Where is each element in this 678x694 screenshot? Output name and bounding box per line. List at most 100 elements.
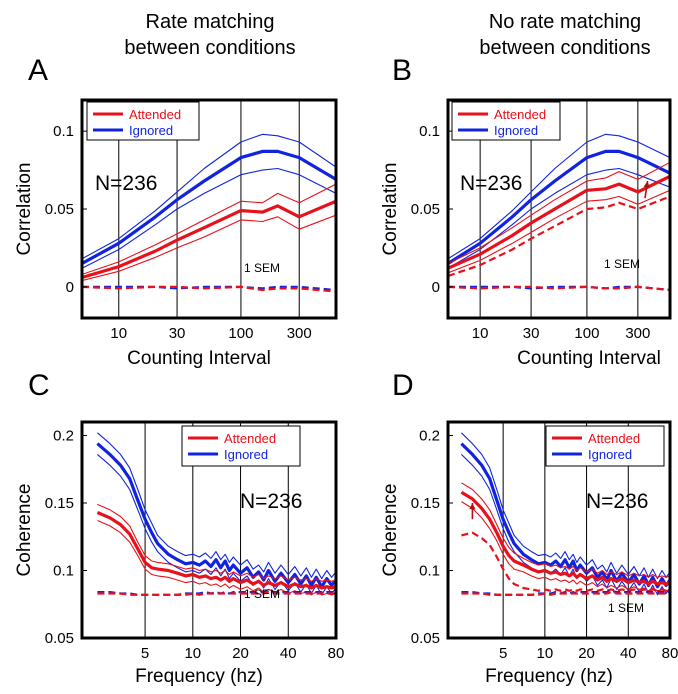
series-line-ignored-thin xyxy=(461,432,670,580)
panel-c: 0.05 0.1 0.15 0.2 5 10 20 40 80 Coherence Frequenc… xyxy=(14,369,344,687)
y-axis-label: Coherence xyxy=(380,484,401,577)
x-tick-label: 80 xyxy=(662,645,678,662)
n-annotation: N=236 xyxy=(95,172,157,195)
x-tick-label: 300 xyxy=(287,325,312,342)
panel-b: 0 0.05 0.1 10 30 100 300 Correlation Counting In… xyxy=(380,54,672,369)
series-line-attended-dashed xyxy=(97,591,336,596)
y-tick-label: 0.1 xyxy=(419,563,440,580)
x-tick-label: 5 xyxy=(141,645,149,662)
x-tick-label: 20 xyxy=(578,645,595,662)
y-tick-label: 0.05 xyxy=(411,201,440,218)
series-line-ignored xyxy=(82,149,336,265)
series-line-attended-thin xyxy=(448,161,670,264)
series-line-ignored xyxy=(448,149,670,265)
panel-letter: B xyxy=(392,54,412,87)
series-line-attended-dashed xyxy=(461,591,670,596)
series-line-attended-thin xyxy=(448,189,670,274)
n-annotation: N=236 xyxy=(460,172,522,195)
y-tick-label: 0.1 xyxy=(419,123,440,140)
y-tick-label: 0.1 xyxy=(53,123,74,140)
x-tick-label: 20 xyxy=(232,645,249,662)
sem-annotation: 1 SEM xyxy=(244,261,280,275)
panel-a: 0 0.05 0.1 10 30 100 300 Correlation Counting In… xyxy=(14,54,338,369)
series-line-attended-dashed xyxy=(448,285,670,292)
panel-letter: A xyxy=(28,54,48,87)
y-tick-label: 0.15 xyxy=(45,495,74,512)
series-line-ignored-thin xyxy=(82,133,336,260)
n-annotation: N=236 xyxy=(240,490,302,513)
panel-d: 0.05 0.1 0.15 0.2 5 10 20 40 80 Coherence Frequenc… xyxy=(380,369,678,687)
y-tick-label: 0.15 xyxy=(411,495,440,512)
arrow-annotation xyxy=(469,503,476,520)
series-line-ignored-thin xyxy=(448,133,670,260)
x-tick-label: 100 xyxy=(228,325,253,342)
y-tick-label: 0.05 xyxy=(45,201,74,218)
n-annotation: N=236 xyxy=(586,490,648,513)
y-tick-label: 0.1 xyxy=(53,563,74,580)
series-line-attended-thin xyxy=(461,482,670,578)
y-tick-label: 0.2 xyxy=(419,428,440,445)
x-tick-label: 40 xyxy=(280,645,297,662)
legend-label-ignored: Ignored xyxy=(224,447,268,462)
y-tick-label: 0.05 xyxy=(411,630,440,647)
series-line-ignored xyxy=(96,442,336,589)
panel-letter: D xyxy=(392,369,414,402)
series-line-attended-thin xyxy=(97,503,336,582)
column-title-right-line1: No rate matching xyxy=(489,11,641,33)
y-tick-label: 0 xyxy=(66,279,74,296)
series-line-attended-thin xyxy=(82,183,336,275)
series-line-attended-dashed xyxy=(448,195,670,278)
series-line-ignored-thin xyxy=(97,432,336,580)
x-tick-label: 10 xyxy=(537,645,554,662)
arrow-annotation xyxy=(643,180,650,199)
x-axis-label: Frequency (hz) xyxy=(135,666,263,687)
sem-annotation: 1 SEM xyxy=(608,601,644,615)
series-line-attended xyxy=(82,199,336,280)
x-tick-label: 80 xyxy=(328,645,345,662)
x-axis-label: Frequency (hz) xyxy=(485,666,613,687)
x-tick-label: 10 xyxy=(110,325,127,342)
legend-label-attended: Attended xyxy=(494,107,546,122)
legend-label-ignored: Ignored xyxy=(129,123,173,138)
series-line-attended-dashed xyxy=(82,285,336,293)
column-title-right-line2: between conditions xyxy=(479,37,650,59)
x-tick-label: 10 xyxy=(184,645,201,662)
legend-label-ignored: Ignored xyxy=(588,447,632,462)
x-tick-label: 100 xyxy=(574,325,599,342)
series-line-attended xyxy=(460,490,670,586)
x-tick-label: 40 xyxy=(620,645,637,662)
plot-frame xyxy=(446,420,672,640)
x-axis-label: Counting Interval xyxy=(517,348,661,369)
series-line-attended xyxy=(96,511,336,590)
sem-annotation: 1 SEM xyxy=(244,587,280,601)
legend-label-attended: Attended xyxy=(588,431,640,446)
panel-letter: C xyxy=(28,369,50,402)
series-line-attended-thin xyxy=(461,501,670,592)
series-line-ignored-thin xyxy=(448,167,670,269)
y-tick-label: 0 xyxy=(432,279,440,296)
legend-label-ignored: Ignored xyxy=(494,123,538,138)
sem-annotation: 1 SEM xyxy=(604,257,640,271)
x-tick-label: 10 xyxy=(472,325,489,342)
series-line-attended-dashed xyxy=(461,531,670,592)
y-axis-label: Correlation xyxy=(14,163,35,256)
x-tick-label: 30 xyxy=(169,325,186,342)
y-axis-label: Coherence xyxy=(14,484,35,577)
series-line-ignored-thin xyxy=(97,453,336,596)
y-tick-label: 0.05 xyxy=(45,630,74,647)
legend-label-attended: Attended xyxy=(129,107,181,122)
x-tick-label: 300 xyxy=(625,325,650,342)
legend-label-attended: Attended xyxy=(224,431,276,446)
x-tick-label: 5 xyxy=(499,645,507,662)
x-axis-label: Counting Interval xyxy=(127,348,271,369)
y-axis-label: Correlation xyxy=(380,163,401,256)
series-line-attended-thin xyxy=(82,214,336,282)
y-tick-label: 0.2 xyxy=(53,428,74,445)
plot-frame xyxy=(80,420,338,640)
column-title-left-line1: Rate matching xyxy=(146,11,275,33)
